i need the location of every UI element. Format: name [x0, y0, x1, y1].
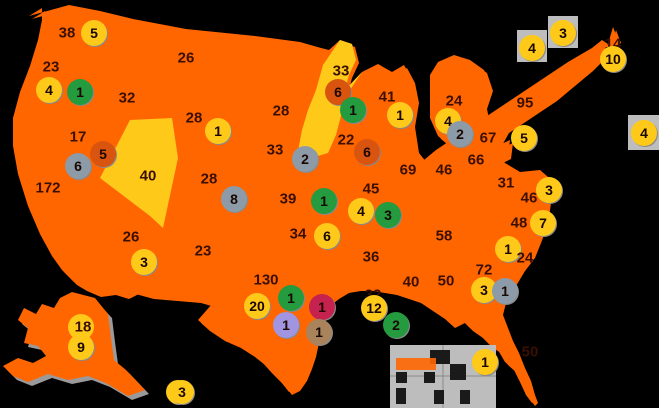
svg-text:28: 28 [273, 103, 290, 120]
svg-text:6: 6 [363, 144, 371, 160]
svg-text:1: 1 [287, 290, 295, 306]
svg-text:4: 4 [640, 125, 648, 141]
svg-text:2: 2 [392, 317, 400, 333]
svg-text:46: 46 [521, 190, 538, 207]
svg-text:48: 48 [511, 215, 528, 232]
svg-text:23: 23 [43, 59, 60, 76]
svg-text:1: 1 [320, 193, 328, 209]
svg-text:18: 18 [75, 319, 92, 336]
svg-text:28: 28 [186, 110, 203, 127]
svg-text:46: 46 [436, 162, 453, 179]
svg-text:32: 32 [119, 90, 136, 107]
svg-text:26: 26 [123, 229, 140, 246]
svg-text:50: 50 [438, 273, 455, 290]
svg-text:22: 22 [338, 132, 355, 149]
svg-text:4: 4 [528, 40, 536, 56]
svg-text:5: 5 [90, 25, 98, 41]
svg-text:4: 4 [357, 203, 365, 219]
svg-text:50: 50 [522, 344, 539, 361]
svg-text:1: 1 [76, 84, 84, 100]
svg-text:9: 9 [77, 339, 85, 355]
svg-text:1: 1 [315, 324, 323, 340]
svg-text:1: 1 [481, 354, 489, 370]
svg-text:39: 39 [280, 191, 297, 208]
svg-text:69: 69 [400, 162, 417, 179]
svg-text:1: 1 [501, 283, 509, 299]
svg-text:10: 10 [605, 51, 621, 67]
svg-text:95: 95 [517, 95, 534, 112]
svg-text:6: 6 [334, 84, 342, 100]
svg-text:3: 3 [384, 207, 392, 223]
svg-text:45: 45 [363, 181, 380, 198]
svg-text:23: 23 [195, 243, 212, 260]
svg-text:3: 3 [140, 254, 148, 270]
svg-text:1: 1 [349, 102, 357, 118]
svg-text:24: 24 [517, 250, 534, 267]
svg-text:1: 1 [282, 317, 290, 333]
svg-text:20: 20 [249, 298, 265, 314]
svg-text:3: 3 [559, 25, 567, 41]
svg-text:34: 34 [290, 226, 307, 243]
svg-text:66: 66 [468, 152, 485, 169]
svg-text:36: 36 [363, 249, 380, 266]
svg-text:33: 33 [333, 63, 350, 80]
svg-text:31: 31 [498, 175, 515, 192]
svg-text:40: 40 [403, 274, 420, 291]
svg-text:58: 58 [436, 228, 453, 245]
svg-text:130: 130 [253, 272, 278, 289]
svg-text:40: 40 [140, 168, 157, 185]
svg-text:28: 28 [201, 171, 218, 188]
svg-text:12: 12 [366, 300, 382, 316]
svg-text:8: 8 [230, 191, 238, 207]
svg-text:5: 5 [99, 146, 107, 162]
svg-text:7: 7 [539, 215, 547, 231]
svg-text:33: 33 [267, 142, 284, 159]
svg-text:1: 1 [396, 107, 404, 123]
svg-text:3: 3 [545, 182, 553, 198]
svg-text:2: 2 [456, 126, 464, 142]
svg-text:1: 1 [318, 299, 326, 315]
svg-text:1: 1 [214, 123, 222, 139]
svg-text:41: 41 [379, 89, 396, 106]
svg-text:5: 5 [520, 130, 528, 146]
svg-text:6: 6 [74, 158, 82, 174]
svg-text:24: 24 [446, 93, 463, 110]
svg-text:17: 17 [70, 129, 87, 146]
svg-text:3: 3 [480, 282, 488, 298]
svg-text:2: 2 [301, 151, 309, 167]
svg-text:72: 72 [476, 262, 493, 279]
svg-text:26: 26 [178, 50, 195, 67]
svg-text:172: 172 [35, 180, 60, 197]
svg-text:1: 1 [504, 241, 512, 257]
svg-text:4: 4 [45, 82, 53, 98]
svg-text:38: 38 [59, 25, 76, 42]
svg-text:3: 3 [178, 384, 186, 400]
svg-text:67: 67 [480, 130, 497, 147]
svg-text:6: 6 [323, 228, 331, 244]
